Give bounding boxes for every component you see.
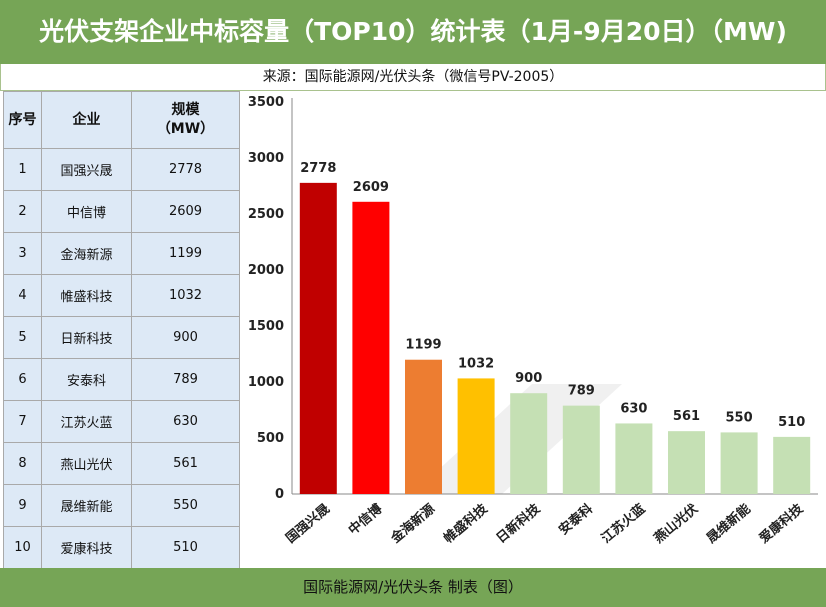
cell-company: 爱康科技 bbox=[41, 526, 132, 569]
y-tick-label: 500 bbox=[257, 431, 284, 446]
cell-rank: 7 bbox=[3, 400, 42, 443]
header-scale-line1: 规模 bbox=[171, 102, 200, 118]
cell-rank: 2 bbox=[3, 190, 42, 233]
table-body: 1 国强兴晟 2778 2 中信博 2609 3 金海新源 1199 4 帷盛科技 1032 5 日新科技… bbox=[3, 148, 240, 569]
x-tick-label: 江苏火蓝 bbox=[598, 501, 648, 547]
cell-value: 1032 bbox=[131, 274, 240, 317]
cell-rank: 5 bbox=[3, 316, 42, 359]
cell-company: 帷盛科技 bbox=[41, 274, 132, 317]
cell-company: 中信博 bbox=[41, 190, 132, 233]
table-row: 9 晟维新能 550 bbox=[3, 484, 240, 527]
data-label: 561 bbox=[673, 409, 700, 424]
table-row: 7 江苏火蓝 630 bbox=[3, 400, 240, 443]
y-tick-label: 3000 bbox=[248, 151, 284, 166]
cell-value: 561 bbox=[131, 442, 240, 485]
cell-rank: 10 bbox=[3, 526, 42, 569]
header-scale: 规模 （MW） bbox=[131, 91, 240, 149]
bar bbox=[510, 393, 548, 494]
footer-note: 国际能源网/光伏头条 制表（图） bbox=[0, 568, 826, 607]
data-label: 2609 bbox=[353, 180, 389, 195]
table-header-row: 序号 企业 规模 （MW） bbox=[3, 91, 240, 149]
table-row: 3 金海新源 1199 bbox=[3, 232, 240, 275]
cell-rank: 9 bbox=[3, 484, 42, 527]
x-tick-label: 爱康科技 bbox=[756, 500, 807, 546]
table-row: 5 日新科技 900 bbox=[3, 316, 240, 359]
x-tick-label: 晟维新能 bbox=[704, 501, 754, 547]
data-label: 550 bbox=[726, 410, 753, 425]
cell-value: 789 bbox=[131, 358, 240, 401]
bar bbox=[773, 436, 811, 494]
y-tick-label: 3500 bbox=[248, 95, 284, 110]
cell-rank: 3 bbox=[3, 232, 42, 275]
header-rank: 序号 bbox=[3, 91, 42, 149]
y-tick-label: 0 bbox=[275, 487, 284, 502]
x-tick-label: 金海新源 bbox=[387, 501, 438, 547]
table-row: 2 中信博 2609 bbox=[3, 190, 240, 233]
cell-rank: 8 bbox=[3, 442, 42, 485]
cell-value: 510 bbox=[131, 526, 240, 569]
cell-company: 金海新源 bbox=[41, 232, 132, 275]
cell-value: 550 bbox=[131, 484, 240, 527]
x-tick-label: 日新科技 bbox=[493, 500, 544, 546]
cell-rank: 4 bbox=[3, 274, 42, 317]
table-row: 8 燕山光伏 561 bbox=[3, 442, 240, 485]
data-label: 2778 bbox=[300, 161, 336, 176]
bar-chart: 0 500 1000 1500 2000 2500 3000 3500 2778 国强兴晟 2609… bbox=[248, 95, 818, 547]
y-tick-label: 1500 bbox=[248, 319, 284, 334]
data-table: 序号 企业 规模 （MW） 1 国强兴晟 2778 2 中信博 2609 3 金海新源 1199… bbox=[3, 91, 240, 569]
data-label: 900 bbox=[515, 371, 542, 386]
cell-company: 晟维新能 bbox=[41, 484, 132, 527]
data-label: 510 bbox=[778, 415, 805, 430]
bar bbox=[668, 431, 705, 494]
x-tick-label: 燕山光伏 bbox=[651, 501, 701, 547]
source-note: 来源：国际能源网/光伏头条（微信号PV-2005） bbox=[0, 64, 826, 91]
cell-value: 2609 bbox=[131, 190, 240, 233]
bar bbox=[720, 432, 758, 494]
cell-company: 安泰科 bbox=[41, 358, 132, 401]
cell-company: 国强兴晟 bbox=[41, 148, 132, 191]
y-tick-label: 1000 bbox=[248, 375, 284, 390]
bar bbox=[615, 423, 653, 494]
x-tick-label: 安泰科 bbox=[556, 501, 596, 538]
bar bbox=[299, 182, 337, 494]
cell-company: 江苏火蓝 bbox=[41, 400, 132, 443]
y-tick-label: 2500 bbox=[248, 207, 284, 222]
cell-value: 630 bbox=[131, 400, 240, 443]
header-scale-line2: （MW） bbox=[156, 121, 215, 137]
x-tick-label: 帷盛科技 bbox=[441, 500, 492, 546]
bar bbox=[352, 201, 390, 494]
header-company: 企业 bbox=[41, 91, 132, 149]
x-tick-label: 中信博 bbox=[345, 501, 385, 538]
bar bbox=[562, 405, 600, 494]
page-title: 光伏支架企业中标容量（TOP10）统计表（1月-9月20日）（MW) bbox=[0, 0, 826, 64]
cell-rank: 1 bbox=[3, 148, 42, 191]
data-label: 1199 bbox=[405, 338, 441, 353]
y-tick-label: 2000 bbox=[248, 263, 284, 278]
table-row: 4 帷盛科技 1032 bbox=[3, 274, 240, 317]
cell-value: 1199 bbox=[131, 232, 240, 275]
cell-value: 900 bbox=[131, 316, 240, 359]
data-label: 630 bbox=[620, 401, 647, 416]
bar bbox=[457, 378, 495, 494]
cell-value: 2778 bbox=[131, 148, 240, 191]
data-label: 1032 bbox=[458, 356, 494, 371]
x-tick-label: 国强兴晟 bbox=[283, 501, 333, 547]
table-row: 1 国强兴晟 2778 bbox=[3, 148, 240, 191]
cell-rank: 6 bbox=[3, 358, 42, 401]
bar bbox=[405, 359, 442, 494]
cell-company: 日新科技 bbox=[41, 316, 132, 359]
cell-company: 燕山光伏 bbox=[41, 442, 132, 485]
table-row: 6 安泰科 789 bbox=[3, 358, 240, 401]
table-row: 10 爱康科技 510 bbox=[3, 526, 240, 569]
data-label: 789 bbox=[568, 384, 595, 399]
